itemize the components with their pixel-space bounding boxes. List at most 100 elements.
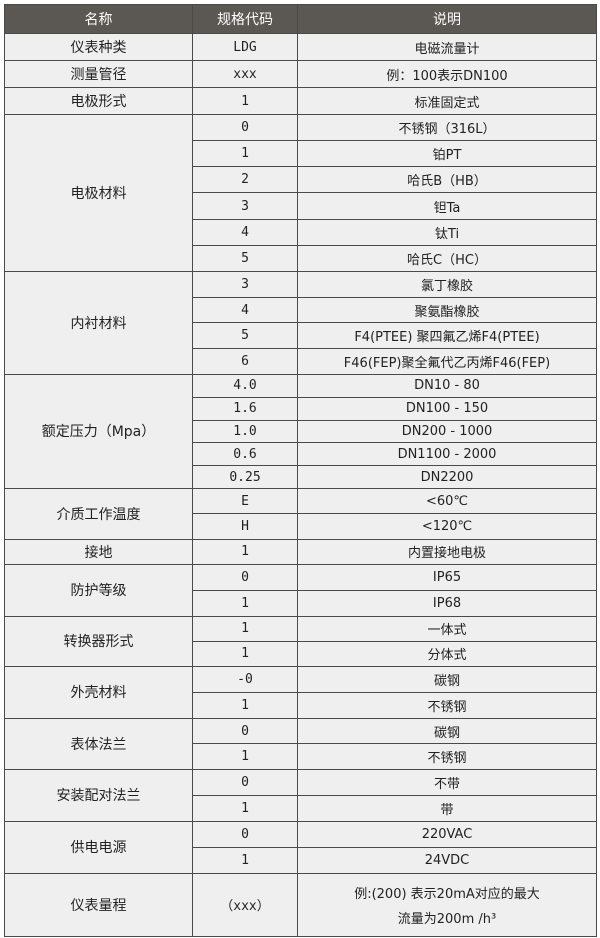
spec-desc: 钛Ti <box>297 218 597 246</box>
table-row: 安装配对法兰 0 不带 <box>4 768 597 822</box>
param-name: 仪表种类 <box>4 33 193 61</box>
param-name: 接地 <box>4 538 193 565</box>
table-row: 外壳材料 -0 碳钢 <box>4 665 597 719</box>
desc-line: 标准固定式 <box>414 95 480 111</box>
spec-desc: F46(FEP)聚全氟代乙丙烯F46(FEP) <box>297 348 597 375</box>
spec-desc: 例：100表示DN100 <box>297 60 597 88</box>
param-name: 介质工作温度 <box>4 487 193 540</box>
spec-code: 1 <box>192 87 298 115</box>
spec-code: LDG <box>192 33 298 61</box>
spec-code: 1 <box>192 691 298 719</box>
param-name: 测量管径 <box>4 60 193 88</box>
header-row: 名称 规格代码 说明 <box>4 4 597 34</box>
table-row: 0.25 DN2200 <box>5 465 597 489</box>
spec-desc: <60℃ <box>297 487 597 515</box>
table-row: 5 哈氏C（HC） <box>5 244 597 272</box>
param-name: 防护等级 <box>4 563 193 617</box>
desc-line: IP65 <box>432 569 462 585</box>
table-row: 电极形式 1 标准固定式 <box>4 87 597 115</box>
spec-code: 0 <box>192 768 298 796</box>
desc-line: 带 <box>440 802 454 818</box>
table-row: 额定压力（Mpa） 4.0 DN10 - 80 <box>4 373 597 489</box>
table-row: 仪表种类 LDG 电磁流量计 <box>4 33 597 61</box>
spec-desc: F4(PTEE) 聚四氟乙烯F4(PTEE) <box>297 322 597 350</box>
desc-line: <60℃ <box>425 493 469 509</box>
spec-desc: 不锈钢 <box>297 691 597 719</box>
desc-line: 分体式 <box>427 648 467 664</box>
table-row: 1.0 DN200 - 1000 <box>5 419 597 444</box>
table-row: 6 F46(FEP)聚全氟代乙丙烯F46(FEP) <box>5 348 597 375</box>
desc-line: <120℃ <box>421 519 473 535</box>
table-row: 测量管径 xxx 例：100表示DN100 <box>4 60 597 88</box>
spec-desc: 带 <box>297 794 597 822</box>
param-name: 额定压力（Mpa） <box>4 373 193 489</box>
desc-line: DN200 - 1000 <box>401 423 493 439</box>
table-row: 1 IP68 <box>5 589 597 617</box>
param-name: 供电电源 <box>4 820 193 874</box>
spec-code: 5 <box>192 322 298 350</box>
spec-code: H <box>192 513 298 540</box>
desc-line: IP68 <box>432 595 462 611</box>
spec-desc: DN200 - 1000 <box>297 419 597 444</box>
spec-code: 1 <box>192 846 298 874</box>
desc-line: 220VAC <box>421 826 473 842</box>
spec-code: 4 <box>192 218 298 246</box>
spec-desc: DN2200 <box>297 465 597 489</box>
table-row: 5 F4(PTEE) 聚四氟乙烯F4(PTEE) <box>5 322 597 350</box>
spec-desc: DN1100 - 2000 <box>297 442 597 467</box>
param-name: 内衬材料 <box>4 270 193 375</box>
desc-line: DN1100 - 2000 <box>397 446 497 462</box>
spec-desc: 聚氨酯橡胶 <box>297 296 597 324</box>
spec-code: -0 <box>192 665 298 693</box>
spec-code: 5 <box>192 244 298 272</box>
desc-line: 不带 <box>433 776 460 792</box>
spec-code: 1 <box>192 589 298 617</box>
table-row: 供电电源 0 220VAC <box>4 820 597 874</box>
spec-code: 4 <box>192 296 298 324</box>
spec-code: 1 <box>192 615 298 642</box>
spec-desc: 铂PT <box>297 140 597 168</box>
desc-line: 电磁流量计 <box>414 41 480 57</box>
desc-line: 钛Ti <box>434 226 460 242</box>
desc-line: 哈氏B（HB） <box>407 174 487 190</box>
spec-desc: 例:(200) 表示20mA对应的最大 流量为200m /h³ <box>297 872 597 937</box>
spec-table: 名称 规格代码 说明 仪表种类 LDG 电磁流量计测量管径 xxx 例：100表示DN1… <box>4 4 597 937</box>
spec-desc: 哈氏C（HC） <box>297 244 597 272</box>
desc-line: 碳钢 <box>433 725 460 741</box>
desc-line: 24VDC <box>424 852 470 868</box>
spec-desc: 标准固定式 <box>297 87 597 115</box>
table-row: 转换器形式 1 一体式 <box>4 615 597 667</box>
param-name: 安装配对法兰 <box>4 768 193 822</box>
spec-code: 6 <box>192 348 298 375</box>
table-row: 内衬材料 3 氯丁橡胶 <box>4 270 597 375</box>
spec-desc: 碳钢 <box>297 717 597 745</box>
desc-line: 例：100表示DN100 <box>386 68 508 84</box>
param-name: 表体法兰 <box>4 717 193 770</box>
spec-desc: 碳钢 <box>297 665 597 693</box>
spec-code: E <box>192 487 298 515</box>
spec-desc: 哈氏B（HB） <box>297 166 597 194</box>
spec-code: 1 <box>192 140 298 168</box>
table-row: 防护等级 0 IP65 <box>4 563 597 617</box>
spec-desc: DN10 - 80 <box>297 373 597 398</box>
desc-line: 一体式 <box>427 623 467 639</box>
desc-line: DN2200 <box>420 469 474 485</box>
table-row: 介质工作温度 E <60℃ <box>4 487 597 540</box>
spec-desc: 钽Ta <box>297 192 597 220</box>
spec-desc: 分体式 <box>297 640 597 667</box>
spec-code: 0 <box>192 717 298 745</box>
param-name: 电极形式 <box>4 87 193 115</box>
spec-code: 0.6 <box>192 442 298 467</box>
spec-desc: DN100 - 150 <box>297 396 597 421</box>
header-desc: 说明 <box>297 4 597 34</box>
spec-desc: <120℃ <box>297 513 597 540</box>
spec-code: 1 <box>192 743 298 770</box>
spec-code: 1 <box>192 640 298 667</box>
header-code: 规格代码 <box>192 4 298 34</box>
desc-line: 内置接地电极 <box>407 546 486 562</box>
spec-desc: 24VDC <box>297 846 597 874</box>
desc-line-2: 流量为200m /h³ <box>397 911 497 927</box>
desc-line: 例:(200) 表示20mA对应的最大 <box>354 886 540 902</box>
desc-line: F4(PTEE) 聚四氟乙烯F4(PTEE) <box>354 330 540 346</box>
